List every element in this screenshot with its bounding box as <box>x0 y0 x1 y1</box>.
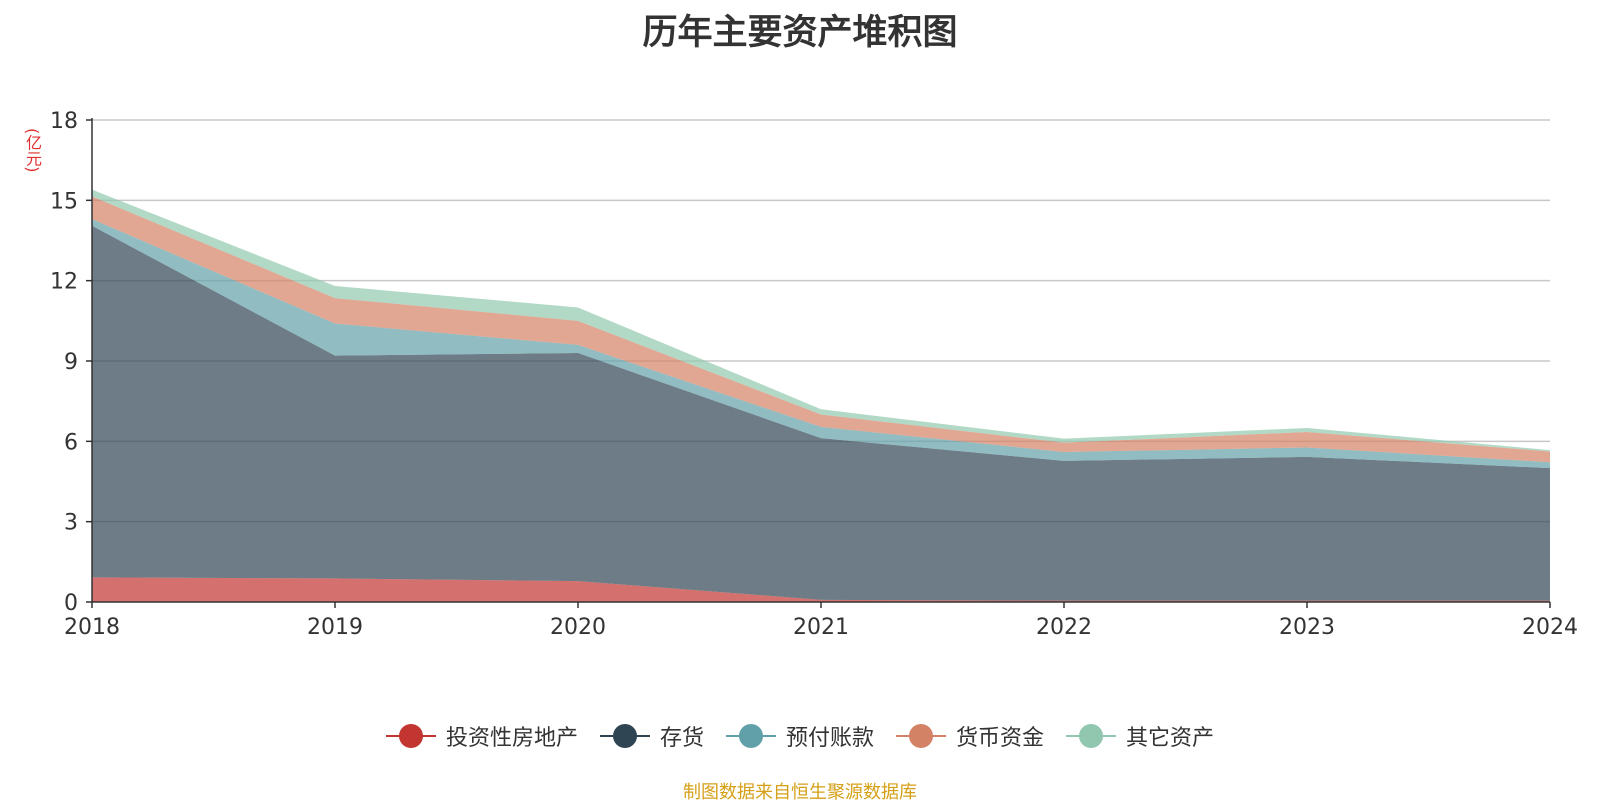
y-tick-label: 3 <box>64 511 78 536</box>
axes: 0 3 6 9 12 15 18 2018 2019 2020 2021 2022 2023 2024 <box>50 109 1578 640</box>
y-tick-label: 12 <box>50 270 78 295</box>
legend-marker-icon <box>1066 724 1117 748</box>
x-tick-label: 2022 <box>1036 615 1092 640</box>
legend-label: 货币资金 <box>956 726 1045 751</box>
legend-item[interactable]: 其它资产 <box>1066 720 1214 752</box>
legend: 投资性房地产 存货 预付账款 货币资金 其它资产 <box>0 720 1600 752</box>
x-tick-label: 2018 <box>64 615 120 640</box>
chart-title: 历年主要资产堆积图 <box>642 13 958 53</box>
legend-marker-icon <box>599 724 650 748</box>
x-tick-label: 2024 <box>1522 615 1578 640</box>
area-series-1[interactable] <box>92 225 1550 601</box>
y-tick-label: 6 <box>64 430 78 455</box>
x-tick-label: 2023 <box>1279 615 1335 640</box>
area-series-2[interactable] <box>92 219 1550 469</box>
stacked-area-chart: 0 3 6 9 12 15 18 2018 2019 2020 2021 2022 2023 2024 <box>50 109 1578 640</box>
legend-item[interactable]: 预付账款 <box>725 720 874 752</box>
legend-marker-icon <box>385 724 436 748</box>
legend-label: 预付账款 <box>785 726 874 751</box>
legend-item[interactable]: 存货 <box>599 720 704 752</box>
area-series-layer <box>92 189 1550 602</box>
legend-label: 其它资产 <box>1126 726 1215 751</box>
x-tick-label: 2020 <box>550 615 606 640</box>
y-axis-unit-label: (亿元) <box>23 127 42 173</box>
y-tick-label: 9 <box>64 350 78 375</box>
legend-item[interactable]: 投资性房地产 <box>385 720 578 752</box>
legend-marker-icon <box>896 724 946 748</box>
data-source-note: 制图数据来自恒生聚源数据库 <box>683 782 917 800</box>
area-series-0[interactable] <box>92 577 1550 602</box>
legend-label: 存货 <box>659 726 704 751</box>
x-tick-label: 2019 <box>307 615 363 640</box>
legend-item[interactable]: 货币资金 <box>896 720 1044 752</box>
y-tick-label: 18 <box>50 109 78 134</box>
y-tick-label: 0 <box>64 591 78 616</box>
x-tick-label: 2021 <box>793 615 849 640</box>
legend-label: 投资性房地产 <box>445 726 578 751</box>
legend-marker-icon <box>725 724 776 748</box>
y-tick-label: 15 <box>50 189 78 214</box>
